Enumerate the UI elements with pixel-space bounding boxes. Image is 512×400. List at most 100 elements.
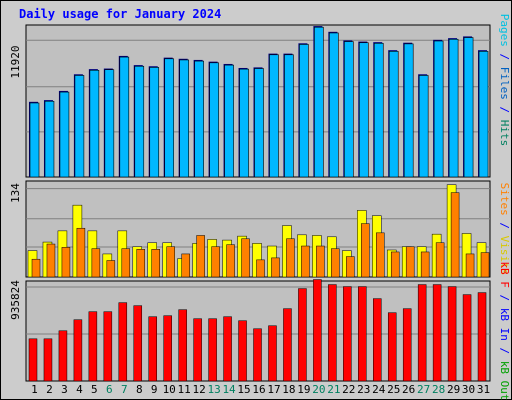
bar-sites — [420, 251, 430, 278]
bar-kbin — [88, 311, 98, 382]
x-tick-label: 1 — [31, 383, 38, 396]
bot-legend: kB F / kB In / kB Out — [498, 261, 511, 400]
bar-kbin — [358, 286, 367, 382]
bar-files — [269, 54, 279, 178]
chart-title: Daily usage for January 2024 — [19, 7, 222, 21]
x-tick-label: 14 — [222, 383, 236, 396]
x-tick-label: 16 — [252, 383, 265, 396]
bar-files — [239, 68, 249, 178]
x-tick-label: 13 — [207, 383, 220, 396]
legend-sep: / — [498, 288, 511, 308]
bar-kbin — [313, 279, 322, 382]
bar-kbin — [223, 316, 232, 382]
legend-kbin: kB In — [498, 308, 511, 341]
bar-files — [344, 41, 354, 178]
bar-files — [433, 40, 444, 178]
bar-files — [74, 75, 85, 178]
bar-files — [314, 26, 324, 178]
legend-hits: Hits — [498, 120, 511, 147]
x-tick-label: 17 — [267, 383, 280, 396]
top-legend: Pages / Files / Hits — [498, 14, 511, 147]
bar-files — [149, 67, 160, 178]
bar-sites — [435, 242, 445, 278]
bar-kbin — [298, 288, 307, 382]
mid-ymax-label: 134 — [9, 183, 22, 203]
x-tick-label: 15 — [237, 383, 250, 396]
legend-visits: Visits — [498, 236, 511, 276]
bar-sites — [480, 252, 490, 278]
bar-kbin — [28, 338, 38, 382]
x-tick-label: 18 — [282, 383, 295, 396]
bar-kbin — [268, 325, 277, 382]
bar-kbin — [133, 305, 143, 382]
bar-files — [194, 60, 204, 178]
legend-sep: / — [498, 47, 511, 67]
bar-sites — [226, 244, 235, 278]
bar-files — [44, 100, 55, 178]
bar-sites — [121, 248, 131, 278]
bar-sites — [256, 259, 265, 278]
legend-sites: Sites — [498, 183, 511, 216]
x-tick-label: 23 — [357, 383, 370, 396]
x-tick-label: 4 — [76, 383, 83, 396]
x-tick-label: 25 — [387, 383, 400, 396]
bar-files — [448, 38, 459, 178]
x-tick-label: 26 — [402, 383, 415, 396]
bar-sites — [346, 256, 355, 278]
legend-sep: / — [498, 100, 511, 120]
x-tick-label: 19 — [297, 383, 310, 396]
bar-kbin — [387, 312, 397, 382]
bar-kbin — [193, 318, 202, 382]
bar-files — [254, 68, 264, 178]
bar-files — [104, 69, 115, 178]
bar-sites — [136, 249, 146, 278]
bar-kbin — [477, 292, 487, 382]
bar-sites — [106, 260, 116, 278]
bar-sites — [301, 245, 310, 278]
bar-files — [388, 51, 399, 178]
x-tick-label: 10 — [163, 383, 176, 396]
bar-files — [329, 32, 339, 178]
legend-sep: / — [498, 216, 511, 236]
bar-files — [418, 75, 429, 178]
bar-files — [29, 102, 40, 178]
x-tick-label: 28 — [432, 383, 445, 396]
bar-files — [119, 56, 130, 178]
bar-sites — [196, 235, 205, 278]
bar-files — [403, 43, 414, 178]
bar-kbin — [148, 316, 157, 382]
bar-sites — [31, 258, 41, 278]
bar-sites — [76, 227, 86, 278]
top-ymax-label: 11920 — [9, 45, 22, 78]
bar-sites — [376, 232, 385, 278]
bar-kbin — [447, 286, 457, 382]
bar-kbin — [118, 302, 128, 382]
bar-sites — [286, 238, 295, 278]
mid-legend: Sites / Visits — [498, 183, 511, 276]
x-tick-label: 22 — [342, 383, 355, 396]
bar-kbin — [328, 284, 337, 382]
bar-sites — [405, 246, 415, 278]
x-tick-label: 9 — [151, 383, 158, 396]
bar-files — [89, 69, 100, 178]
bar-kbin — [417, 284, 427, 382]
legend-files: Files — [498, 67, 511, 100]
bar-sites — [465, 253, 475, 278]
x-tick-label: 8 — [136, 383, 143, 396]
bar-kbin — [208, 318, 217, 382]
bar-kbin — [73, 319, 83, 382]
bar-sites — [271, 257, 280, 278]
bar-files — [59, 91, 70, 178]
x-tick-label: 20 — [312, 383, 325, 396]
bar-kbin — [163, 315, 172, 382]
x-tick-label: 3 — [61, 383, 68, 396]
bar-sites — [91, 248, 101, 278]
bar-kbin — [402, 308, 412, 382]
x-tick-label: 27 — [417, 383, 430, 396]
bar-files — [284, 54, 294, 178]
bar-kbin — [343, 286, 352, 382]
x-tick-label: 12 — [193, 383, 206, 396]
bar-sites — [211, 246, 220, 278]
x-tick-label: 29 — [447, 383, 460, 396]
